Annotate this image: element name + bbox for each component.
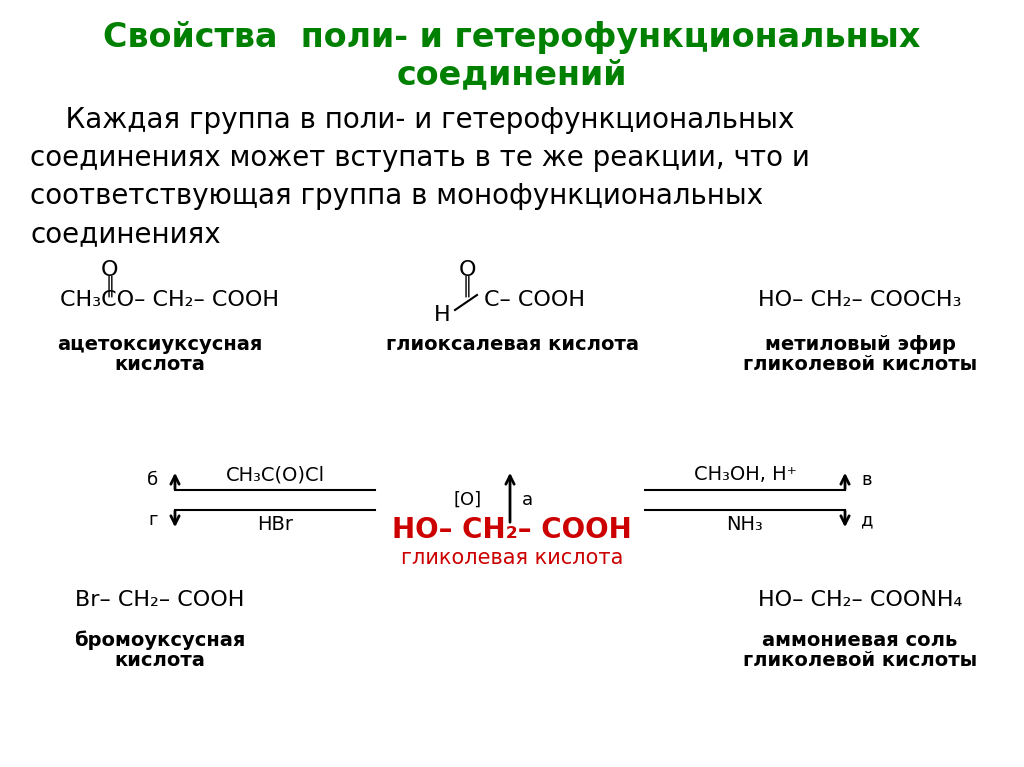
Text: кислота: кислота [115, 650, 206, 670]
Text: C– COOH: C– COOH [484, 290, 585, 310]
Text: глиоксалевая кислота: глиоксалевая кислота [385, 335, 639, 354]
Text: ║: ║ [462, 275, 472, 297]
Text: HBr: HBr [257, 515, 293, 535]
Text: O: O [459, 260, 476, 280]
Text: HO– CH₂– COOH: HO– CH₂– COOH [392, 516, 632, 544]
Text: Br– CH₂– COOH: Br– CH₂– COOH [76, 590, 245, 610]
Text: соединениях может вступать в те же реакции, что и: соединениях может вступать в те же реакц… [30, 144, 810, 172]
Text: ацетоксиуксусная: ацетоксиуксусная [57, 335, 263, 354]
Text: гликолевая кислота: гликолевая кислота [400, 548, 624, 568]
Text: Каждая группа в поли- и гетерофункциональных: Каждая группа в поли- и гетерофункционал… [30, 106, 795, 134]
Text: бромоуксусная: бромоуксусная [75, 630, 246, 650]
Text: б: б [147, 471, 159, 489]
Text: в: в [861, 471, 872, 489]
Text: CH₃C(O)Cl: CH₃C(O)Cl [225, 466, 325, 485]
Text: гликолевой кислоты: гликолевой кислоты [742, 650, 977, 670]
Text: д: д [861, 511, 873, 529]
Text: Свойства  поли- и гетерофункциональных: Свойства поли- и гетерофункциональных [103, 21, 921, 54]
Text: соединений: соединений [396, 58, 628, 91]
Text: метиловый эфир: метиловый эфир [765, 335, 955, 354]
Text: HO– CH₂– COOCH₃: HO– CH₂– COOCH₃ [758, 290, 962, 310]
Text: соединениях: соединениях [30, 220, 220, 248]
Text: CH₃OH, H⁺: CH₃OH, H⁺ [693, 466, 797, 485]
Text: H: H [434, 305, 451, 325]
Text: соответствующая группа в монофункциональных: соответствующая группа в монофункциональ… [30, 182, 763, 210]
Text: ║: ║ [104, 275, 116, 297]
Text: гликолевой кислоты: гликолевой кислоты [742, 355, 977, 374]
Text: аммониевая соль: аммониевая соль [762, 630, 957, 650]
Text: а: а [522, 491, 534, 509]
Text: O: O [101, 260, 119, 280]
Text: кислота: кислота [115, 355, 206, 374]
Text: [O]: [O] [454, 491, 482, 509]
Text: HO– CH₂– COONH₄: HO– CH₂– COONH₄ [758, 590, 963, 610]
Text: NH₃: NH₃ [727, 515, 763, 535]
Text: г: г [148, 511, 158, 529]
Text: CH₃CO– CH₂– COOH: CH₃CO– CH₂– COOH [60, 290, 280, 310]
